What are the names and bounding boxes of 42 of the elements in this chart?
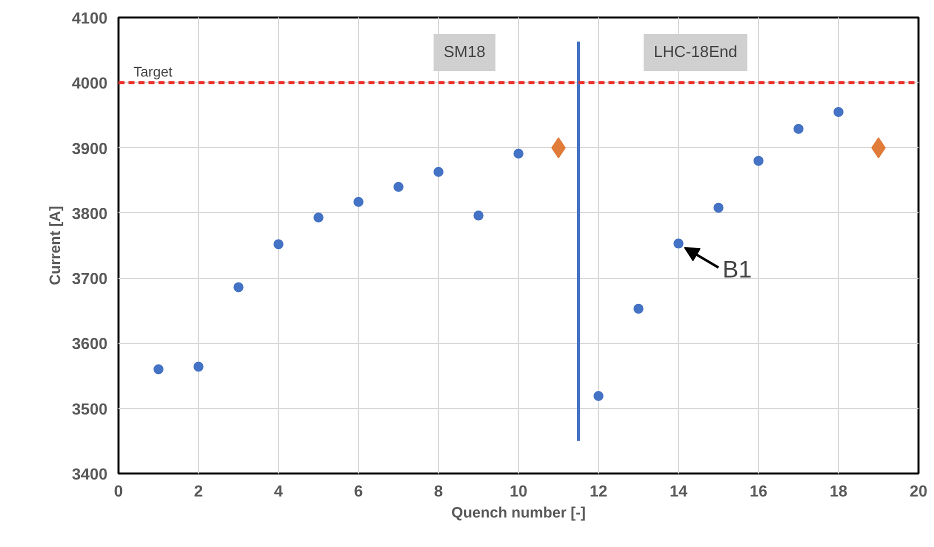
x-tick-label: 2 [194, 484, 204, 500]
x-tick-label: 8 [434, 484, 444, 500]
x-tick-label: 14 [670, 484, 688, 500]
point [354, 196, 364, 207]
ref-line-label: Target [134, 64, 173, 80]
point [794, 124, 804, 134]
annotation: SM18 [444, 44, 486, 61]
x-tick-label: 6 [354, 484, 364, 500]
y-tick-label: 4000 [72, 76, 108, 93]
point [434, 166, 444, 177]
y-axis-title: Current [A] [46, 206, 64, 286]
y-tick-label: 3800 [72, 206, 108, 223]
y-tick-label: 3700 [72, 271, 108, 288]
point [634, 304, 644, 314]
y-tick-label: 3400 [72, 466, 108, 484]
x-tick-label: 4 [274, 484, 284, 500]
y-tick-label: 4100 [72, 10, 108, 28]
y-tick-label: 3600 [72, 336, 108, 354]
point [594, 390, 604, 401]
point [274, 239, 284, 250]
point [474, 210, 484, 221]
point [514, 148, 524, 159]
x-axis-title: Quench number [-] [451, 504, 586, 522]
x-tick-label: 18 [830, 484, 848, 500]
point [234, 282, 244, 292]
annotation: LHC-18End [654, 44, 738, 61]
point [194, 362, 204, 372]
x-tick-label: 0 [114, 484, 124, 500]
point [154, 364, 164, 374]
point [754, 156, 764, 166]
x-tick-label: 12 [590, 484, 608, 500]
point [674, 238, 684, 249]
x-tick-label: 10 [510, 484, 528, 500]
point [394, 182, 404, 192]
x-tick-label: 20 [910, 484, 928, 500]
y-tick-label: 3900 [72, 140, 108, 158]
point [314, 212, 324, 222]
annotation: B1 [722, 256, 752, 284]
point [714, 202, 724, 213]
y-tick-label: 3500 [72, 401, 108, 418]
point [834, 106, 844, 117]
x-tick-label: 16 [750, 484, 768, 500]
